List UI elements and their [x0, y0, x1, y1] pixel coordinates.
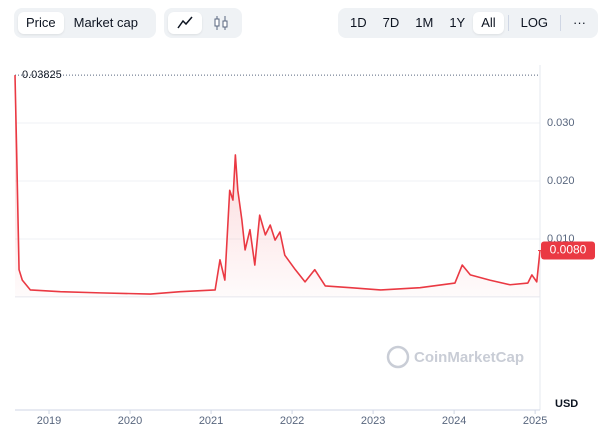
range-button[interactable]: 1D	[350, 15, 367, 30]
tab-group: Price Market cap	[14, 8, 156, 38]
line-icon	[177, 16, 193, 29]
x-tick-label: 2022	[280, 415, 304, 427]
candle-chart-button[interactable]	[204, 12, 238, 34]
area	[15, 75, 540, 297]
x-tick-label: 2021	[199, 415, 223, 427]
watermark-logo	[386, 345, 410, 369]
divider	[560, 15, 561, 31]
y-tick-label: 0.020	[547, 175, 575, 187]
log-button[interactable]: LOG	[520, 15, 549, 30]
more-button[interactable]: ···	[572, 15, 586, 30]
current-price-tag	[541, 241, 595, 260]
range-group: 1D 7D 1M 1Y All LOG ···	[338, 8, 598, 38]
range-button[interactable]: All	[473, 12, 504, 34]
candle-icon	[214, 16, 228, 30]
x-tick-label: 2025	[523, 415, 547, 427]
currency-label: USD	[555, 398, 578, 410]
tab-button[interactable]: Price	[18, 12, 64, 34]
range-button[interactable]: 7D	[382, 15, 400, 30]
current-price-label: 0.0080	[550, 243, 587, 257]
chart-style-group	[164, 8, 242, 38]
watermark: CoinMarketCap	[414, 349, 524, 366]
x-tick-label: 2020	[118, 415, 142, 427]
x-tick-label: 2024	[442, 415, 466, 427]
max-label: 0.03825	[22, 69, 62, 81]
divider	[507, 15, 509, 31]
price-line	[14, 75, 541, 295]
y-tick-label: 0.030	[547, 117, 575, 129]
x-tick-label: 2023	[361, 415, 385, 427]
range-button[interactable]: 1Y	[449, 15, 466, 30]
tab-button[interactable]: Market cap	[73, 15, 138, 30]
line-chart-button[interactable]	[168, 12, 202, 34]
x-tick-label: 2019	[37, 415, 61, 427]
range-button[interactable]: 1M	[415, 15, 434, 30]
